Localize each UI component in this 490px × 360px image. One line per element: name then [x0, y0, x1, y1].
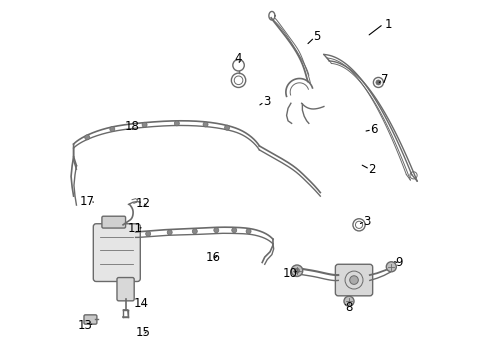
Text: 3: 3 — [363, 215, 370, 228]
Circle shape — [224, 125, 230, 130]
Text: 9: 9 — [395, 256, 403, 269]
Text: 6: 6 — [370, 123, 378, 136]
Text: 4: 4 — [234, 51, 242, 64]
Circle shape — [246, 229, 251, 234]
Circle shape — [110, 127, 115, 132]
Circle shape — [291, 265, 303, 276]
Text: 1: 1 — [385, 18, 392, 31]
Circle shape — [142, 122, 147, 127]
Text: 18: 18 — [124, 120, 140, 133]
Circle shape — [294, 268, 299, 273]
Text: 16: 16 — [205, 251, 220, 264]
Circle shape — [174, 121, 179, 126]
Text: 11: 11 — [128, 222, 143, 235]
Circle shape — [85, 135, 90, 140]
Circle shape — [344, 296, 354, 306]
Text: 17: 17 — [80, 195, 95, 208]
Circle shape — [376, 80, 381, 85]
Text: 5: 5 — [313, 30, 320, 43]
Text: 3: 3 — [263, 95, 270, 108]
Text: 12: 12 — [135, 197, 150, 210]
Text: 14: 14 — [133, 297, 148, 310]
FancyBboxPatch shape — [102, 216, 125, 228]
Circle shape — [350, 276, 358, 284]
Circle shape — [214, 228, 219, 233]
FancyBboxPatch shape — [84, 315, 97, 324]
Circle shape — [232, 228, 237, 233]
FancyBboxPatch shape — [335, 264, 373, 296]
Circle shape — [192, 229, 197, 234]
Circle shape — [386, 262, 396, 272]
Text: 10: 10 — [282, 267, 297, 280]
Text: 8: 8 — [345, 301, 353, 314]
FancyBboxPatch shape — [93, 224, 140, 282]
Circle shape — [203, 122, 208, 127]
Circle shape — [167, 230, 172, 235]
FancyBboxPatch shape — [117, 278, 134, 301]
Text: 13: 13 — [78, 319, 93, 332]
Text: 7: 7 — [381, 73, 389, 86]
Text: 15: 15 — [135, 326, 150, 339]
Circle shape — [146, 231, 151, 236]
Text: 2: 2 — [368, 163, 376, 176]
